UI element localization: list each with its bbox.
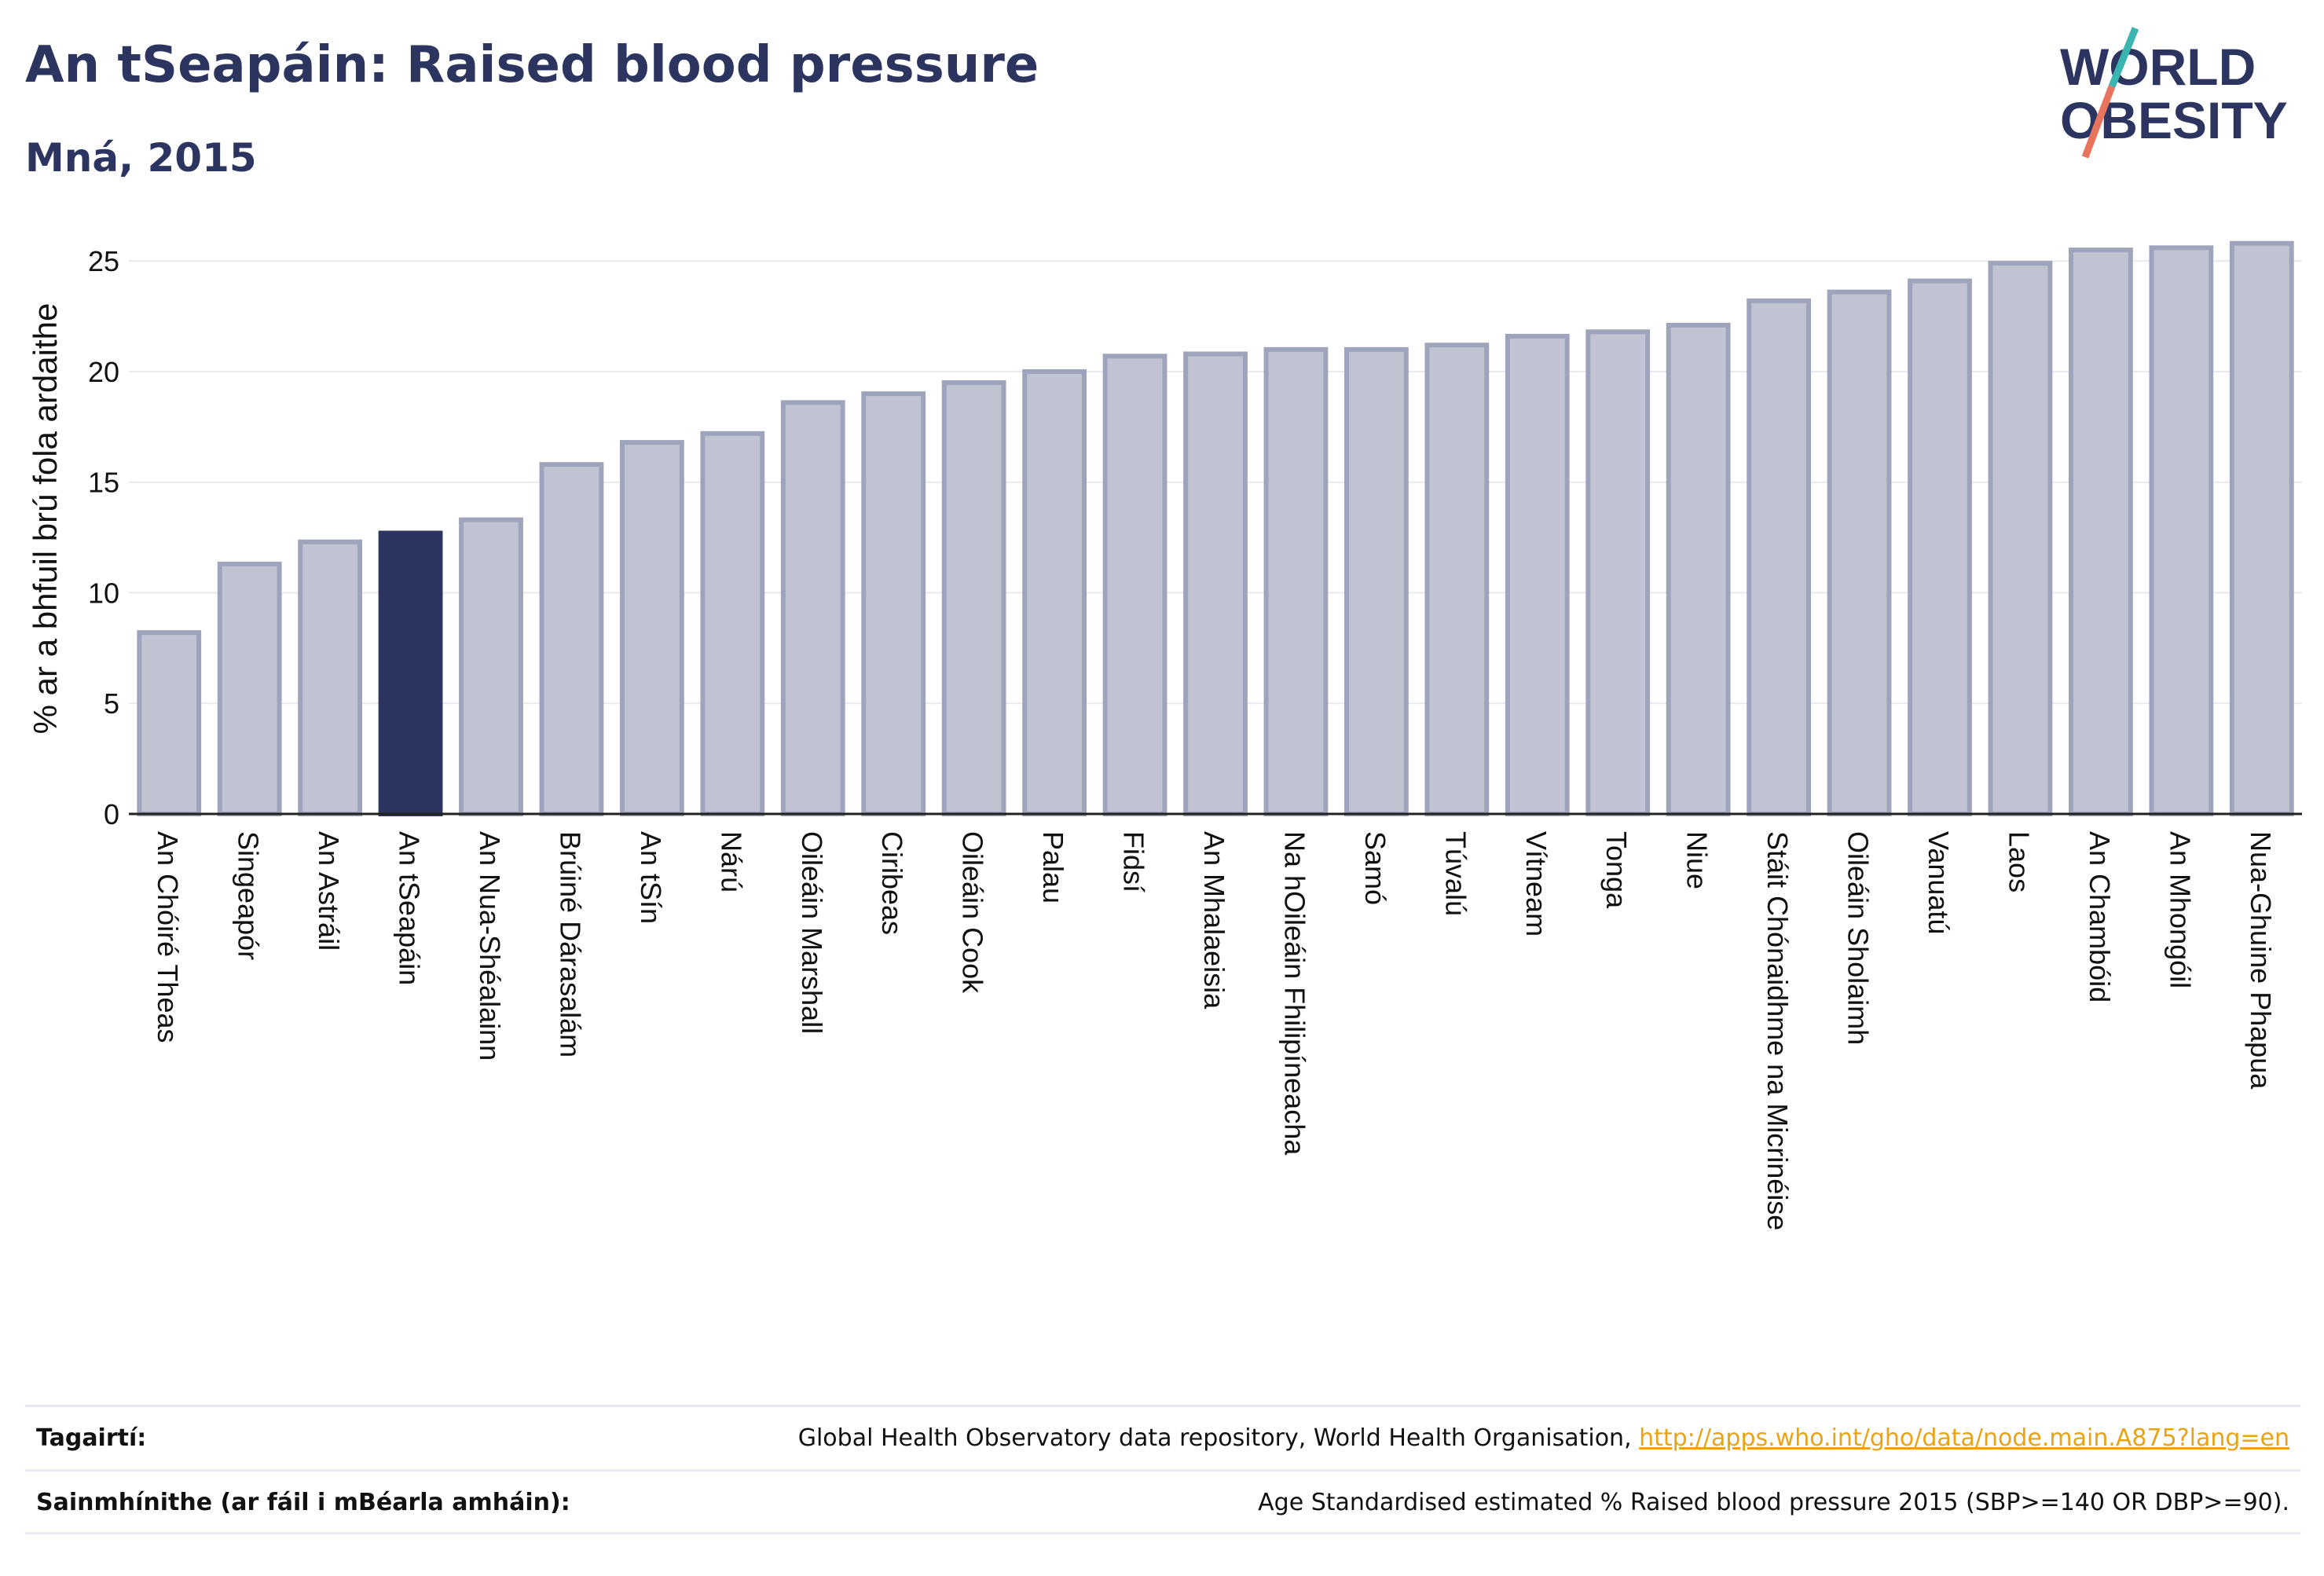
y-tick-label: 25	[88, 245, 119, 277]
x-tick-label: Singeapór	[233, 831, 265, 960]
bar	[2149, 245, 2214, 816]
bar	[1666, 322, 1731, 816]
bar-highlight	[378, 530, 443, 816]
bar	[1747, 298, 1812, 816]
x-tick-label: Palau	[1037, 831, 1069, 903]
page-title: An tSeapáin: Raised blood pressure	[25, 36, 1039, 94]
x-tick-label: Oileáin Marshall	[796, 831, 828, 1034]
world-obesity-logo: WORLD OBESITY	[2060, 27, 2288, 159]
bar	[2229, 240, 2294, 816]
x-tick-label: An Astráil	[313, 831, 345, 951]
x-tick-label: Fidsí	[1118, 831, 1150, 892]
y-tick-label: 5	[104, 687, 119, 720]
references-text: Global Health Observatory data repositor…	[797, 1424, 1640, 1452]
definitions-label: Sainmhínithe (ar fáil i mBéarla amháin):	[36, 1489, 570, 1516]
bar	[1988, 261, 2053, 816]
x-tick-label: Samó	[1359, 831, 1391, 905]
x-tick-label: An Chambóid	[2084, 831, 2116, 1002]
x-tick-label: Ciribeas	[876, 831, 908, 935]
bar	[1183, 351, 1248, 816]
y-tick-label: 0	[104, 798, 119, 830]
references-link[interactable]: http://apps.who.int/gho/data/node.main.A…	[1639, 1424, 2289, 1452]
bar	[137, 630, 202, 817]
x-tick-label: Vítneam	[1520, 831, 1552, 936]
y-axis-label: % ar a bhfuil brú fola ardaithe	[27, 303, 64, 735]
x-tick-label: Oileáin Cook	[957, 831, 989, 994]
x-tick-label: Stáit Chónaidhme na Micrinéise	[1761, 831, 1794, 1230]
x-tick-label: Brúiné Dárasalám	[554, 831, 586, 1057]
bar	[298, 539, 363, 816]
y-tick-label: 10	[88, 577, 119, 609]
x-tick-label: Laos	[2003, 831, 2035, 892]
x-tick-label: Na hOileáin Fhilipíneacha	[1278, 831, 1310, 1156]
bar	[700, 431, 765, 816]
axes: 0 5 10 15 20 25 An Chóiré Theas Singeapór An Ast…	[88, 245, 2302, 1230]
bar	[1102, 354, 1167, 817]
x-tick-label: Túvalú	[1439, 831, 1472, 916]
x-tick-label: An tSeapáin	[394, 831, 426, 985]
bar	[1827, 289, 1892, 816]
footer-divider	[25, 1532, 2300, 1534]
x-tick-label: An tSín	[635, 831, 667, 924]
bar	[619, 440, 684, 816]
definitions-value: Age Standardised estimated % Raised bloo…	[1258, 1489, 2289, 1516]
bar	[2068, 247, 2133, 816]
references-value: Global Health Observatory data repositor…	[798, 1424, 2289, 1452]
bar	[780, 400, 845, 816]
x-tick-label: Nua-Ghuine Phapua	[2245, 831, 2277, 1090]
x-tick-label: An Mhongóil	[2164, 831, 2196, 988]
x-tick-label: Tonga	[1600, 831, 1633, 909]
bar-chart: 0 5 10 15 20 25 An Chóiré Theas Singeapór An Ast…	[27, 240, 2302, 1230]
logo-line1: WORLD	[2060, 38, 2256, 96]
x-tick-label: Oileáin Sholaimh	[1842, 831, 1875, 1045]
page-subtitle: Mná, 2015	[25, 135, 257, 181]
bar	[1022, 368, 1087, 816]
x-tick-label: Nárú	[715, 831, 747, 892]
y-tick-label: 15	[88, 467, 119, 499]
x-tick-label: Niue	[1681, 831, 1714, 889]
bar	[539, 462, 604, 816]
bar	[1343, 346, 1409, 816]
references-row: Tagairtí: Global Health Observatory data…	[25, 1405, 2300, 1468]
bar	[1424, 343, 1490, 816]
bar	[861, 391, 926, 816]
x-tick-label: An Mhalaeisia	[1198, 831, 1230, 1010]
definitions-row: Sainmhínithe (ar fáil i mBéarla amháin):…	[25, 1469, 2300, 1533]
bar	[217, 561, 282, 816]
y-tick-label: 20	[88, 356, 119, 388]
bar	[941, 380, 1006, 817]
x-tick-label: An Chóiré Theas	[152, 831, 184, 1043]
bar	[459, 517, 523, 817]
bar	[1908, 278, 1972, 816]
x-tick-label: An Nua-Shéalainn	[474, 831, 506, 1061]
logo-slash-coral	[2081, 85, 2116, 159]
bar	[1263, 346, 1329, 816]
bar	[1505, 333, 1570, 816]
bars	[137, 240, 2294, 817]
references-label: Tagairtí:	[36, 1424, 147, 1452]
x-tick-label: Vanuatú	[1923, 831, 1955, 934]
bar	[1585, 329, 1651, 816]
logo-slash-teal	[2108, 27, 2139, 88]
